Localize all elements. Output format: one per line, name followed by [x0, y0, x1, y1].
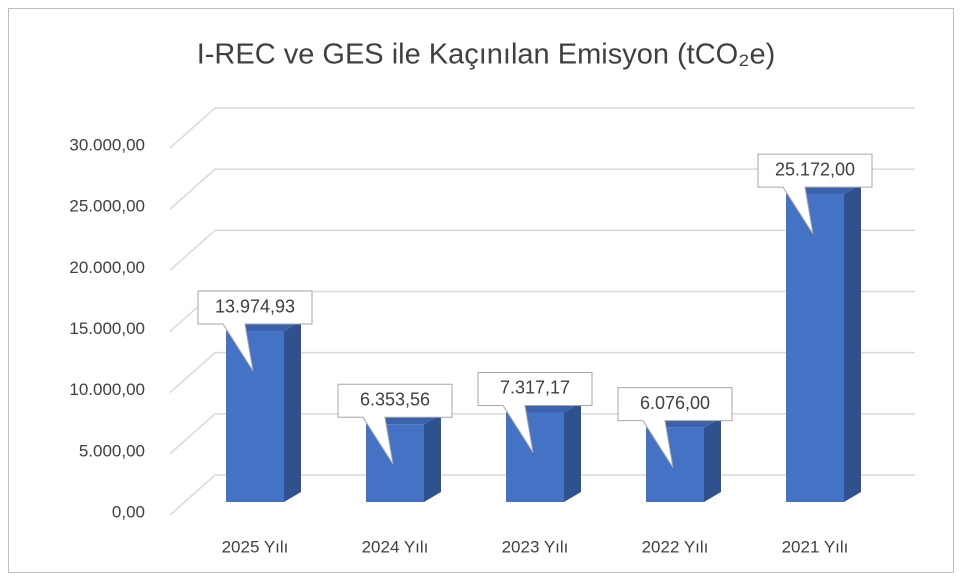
data-label-callout — [197, 290, 313, 372]
x-tick-label: 2022 Yılı — [642, 537, 709, 556]
data-label-callout — [477, 371, 593, 453]
bar-side — [424, 414, 441, 502]
bar — [506, 412, 564, 502]
data-label: 6.076,00 — [640, 393, 710, 413]
x-tick-label: 2024 Yılı — [362, 537, 429, 556]
y-tick-label: 5.000,00 — [79, 441, 145, 460]
bar-side — [284, 321, 301, 502]
bar-side — [704, 417, 721, 502]
y-tick-label: 25.000,00 — [69, 197, 145, 216]
y-tick-label: 10.000,00 — [69, 380, 145, 399]
y-tick-label: 0,00 — [112, 502, 145, 521]
y-tick-label: 20.000,00 — [69, 258, 145, 277]
grid-line — [169, 351, 915, 394]
bar-side — [564, 402, 581, 502]
data-label: 13.974,93 — [215, 296, 295, 316]
data-label-callout — [757, 153, 873, 235]
bar — [786, 194, 844, 502]
x-tick-label: 2025 Yılı — [222, 537, 289, 556]
data-label-callout — [337, 383, 453, 465]
bar-side — [844, 184, 861, 502]
y-tick-label: 15.000,00 — [69, 319, 145, 338]
bar — [226, 331, 284, 502]
data-label: 7.317,17 — [500, 378, 570, 398]
x-tick-label: 2023 Yılı — [502, 537, 569, 556]
data-label: 6.353,56 — [360, 390, 430, 410]
grid-line — [169, 229, 915, 271]
grid-line — [169, 107, 915, 149]
data-label-callout — [617, 387, 733, 468]
data-label: 25.172,00 — [775, 159, 855, 179]
x-tick-label: 2021 Yılı — [782, 537, 849, 556]
grid-line — [169, 168, 915, 210]
chart-title: I-REC ve GES ile Kaçınılan Emisyon (tCO₂… — [197, 39, 776, 71]
y-tick-label: 30.000,00 — [69, 135, 145, 154]
